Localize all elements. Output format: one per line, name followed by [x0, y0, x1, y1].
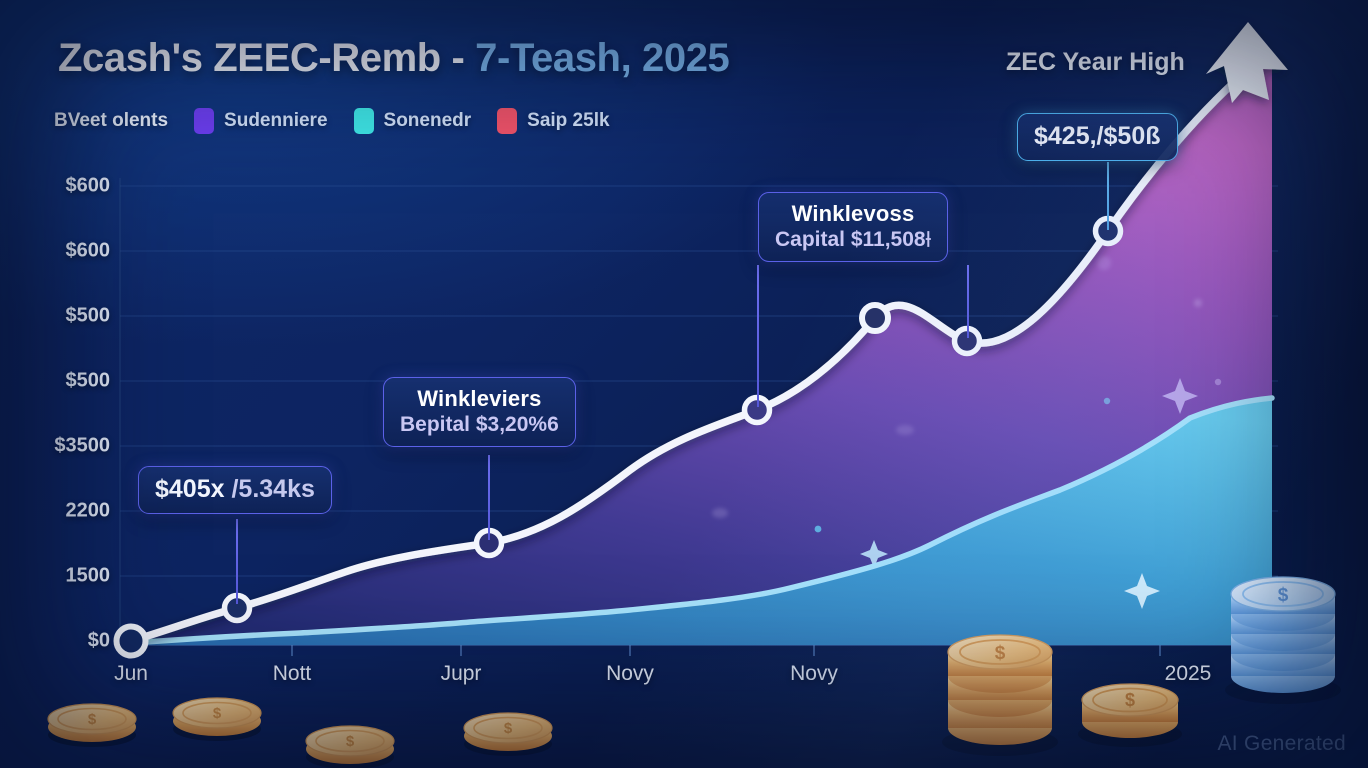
svg-text:$: $	[1278, 585, 1289, 606]
data-point-marker[interactable]	[113, 623, 149, 659]
y-tick-label: $500	[65, 369, 111, 392]
x-tick-label: Jupr	[440, 662, 482, 685]
callout-text: $425,/$50ß	[1034, 122, 1161, 150]
legend-item-1[interactable]: Sudenniere	[194, 108, 328, 134]
gold-coin: $	[463, 712, 553, 756]
svg-text:$: $	[1125, 690, 1135, 710]
gold-coin-stack: $	[1078, 683, 1182, 747]
gold-coin: $	[47, 703, 137, 747]
gold-coin: $	[172, 697, 262, 741]
x-tick-label: Novy	[790, 662, 838, 685]
chart-legend: BVeet olents Sudenniere Sonenedr Saip 25…	[54, 108, 610, 134]
gold-coin-stack: $	[942, 634, 1058, 756]
legend-label: Saip 25lk	[527, 110, 610, 131]
leader-line-405	[236, 519, 238, 604]
legend-item-0[interactable]: BVeet olents	[54, 110, 168, 132]
y-axis: $600 $600 $500 $500 $3500 2200 1500 $0	[0, 0, 110, 768]
callout-winklevoss[interactable]: Winklevoss Capital $11,508⟊	[758, 192, 948, 262]
sparkle-decorations	[712, 256, 1222, 609]
x-tick-label: Jun	[114, 662, 148, 685]
callout-subtitle: Bepital $3,20%6	[400, 413, 559, 436]
svg-text:$: $	[995, 643, 1006, 664]
gold-coin: $	[305, 725, 395, 768]
title-main: Zcash's ZEEC-Remb -	[58, 36, 476, 80]
ai-generated-watermark: AI Generated	[1217, 732, 1346, 755]
y-tick-label: $3500	[54, 434, 110, 457]
y-tick-label: $0	[87, 629, 110, 652]
leader-line-winklevoss-a	[757, 265, 759, 407]
series-primary-line	[127, 54, 1266, 645]
y-tick-label: 1500	[65, 564, 111, 587]
data-point-marker[interactable]	[859, 302, 891, 334]
legend-label: Sonenedr	[383, 110, 472, 131]
legend-item-3[interactable]: Saip 25lk	[497, 108, 610, 134]
series-secondary-line	[128, 395, 1275, 646]
leader-line-winkleviers	[488, 455, 490, 540]
series-secondary-area	[131, 398, 1272, 645]
title-accent: 7-Teash, 2025	[475, 36, 730, 80]
callout-price-425[interactable]: $425,/$50ß	[1017, 113, 1178, 161]
legend-swatch	[194, 108, 215, 134]
legend-label: Sudenniere	[224, 110, 328, 131]
callout-price-405[interactable]: $405x /5.34ks	[138, 466, 332, 514]
series-primary-area	[131, 52, 1272, 645]
x-tick-label: 2025	[1164, 662, 1212, 685]
up-right-arrowhead	[1206, 22, 1288, 103]
blue-coin-stack: $	[1225, 576, 1341, 704]
svg-text:$: $	[346, 733, 355, 750]
callout-subtitle: Capital $11,508⟊	[775, 228, 931, 251]
annotation-zec-year-high: ZEC Yeaır High	[1006, 48, 1185, 76]
y-tick-label: 2200	[65, 499, 111, 522]
y-tick-label: $600	[65, 174, 111, 197]
callout-winkleviers[interactable]: Winkleviers Bepital $3,20%6	[383, 377, 576, 447]
svg-text:$: $	[504, 720, 513, 737]
y-tick-label: $500	[65, 304, 111, 327]
data-point-markers[interactable]	[113, 215, 1124, 659]
callout-text: $405x /5.34ks	[155, 475, 315, 503]
callout-title: Winklevoss	[791, 201, 915, 226]
leader-line-425	[1107, 162, 1109, 230]
leader-line-winklevoss-b	[967, 265, 969, 338]
legend-label: BVeet olents	[54, 110, 169, 131]
y-tick-label: $600	[65, 239, 111, 262]
legend-swatch	[353, 108, 374, 134]
x-tick-label: Nott	[272, 662, 312, 685]
svg-text:$: $	[88, 711, 97, 728]
svg-text:$: $	[213, 705, 222, 722]
callout-title: Winkleviers	[417, 386, 542, 411]
legend-swatch	[497, 108, 518, 134]
legend-item-2[interactable]: Sonenedr	[353, 108, 472, 134]
x-tick-label: Novy	[606, 662, 654, 685]
page-title: Zcash's ZEEC-Remb - 7-Teash, 2025	[58, 36, 730, 81]
